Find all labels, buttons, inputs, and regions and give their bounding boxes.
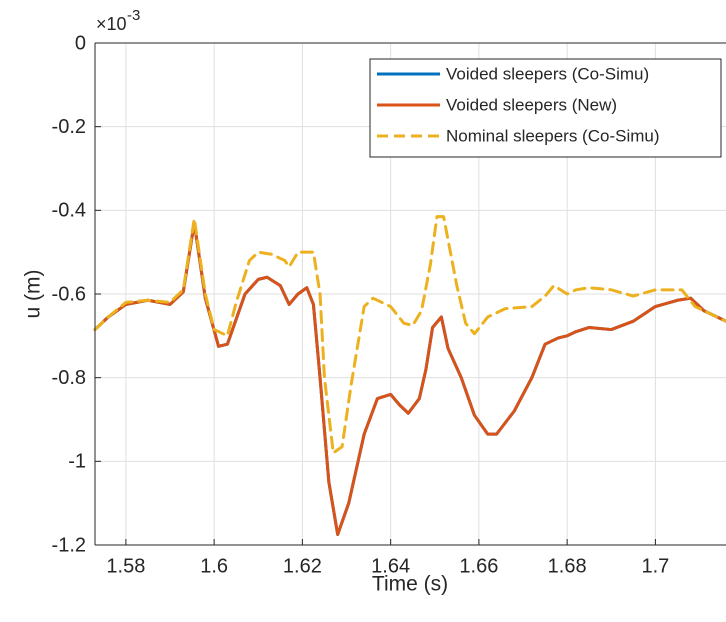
legend-label: Voided sleepers (New) xyxy=(446,95,617,114)
x-tick-label: 1.62 xyxy=(283,555,322,577)
x-tick-label: 1.6 xyxy=(200,555,228,577)
y-axis-label: u (m) xyxy=(22,270,45,319)
x-tick-label: 1.68 xyxy=(548,555,587,577)
y-tick-label: -1.2 xyxy=(52,534,86,556)
y-exponent: ×10 -3 xyxy=(96,7,140,34)
y-exponent-power: -3 xyxy=(127,7,140,24)
legend-entry: Voided sleepers (Co-Simu) xyxy=(377,64,649,83)
y-tick-label: -0.4 xyxy=(52,200,86,222)
series-line-1 xyxy=(93,221,726,537)
x-tick-label: 1.66 xyxy=(459,555,498,577)
y-tick-label: -1 xyxy=(68,451,86,473)
legend-entry: Nominal sleepers (Co-Simu) xyxy=(377,126,660,145)
x-tick-label: 1.7 xyxy=(641,555,669,577)
y-tick-label: 0 xyxy=(75,32,86,54)
series-lines xyxy=(93,215,726,537)
y-exponent-base: ×10 xyxy=(96,14,127,34)
legend-label: Voided sleepers (Co-Simu) xyxy=(446,64,649,83)
legend-entry: Voided sleepers (New) xyxy=(377,95,617,114)
x-axis-label: Time (s) xyxy=(372,573,448,596)
y-tick-label: -0.2 xyxy=(52,116,86,138)
x-tick-labels: 1.58 1.6 1.62 1.64 1.66 1.68 1.7 xyxy=(106,555,669,577)
x-tick-label: 1.64 xyxy=(371,555,410,577)
legend: Voided sleepers (Co-Simu) Voided sleeper… xyxy=(369,58,722,158)
legend-label: Nominal sleepers (Co-Simu) xyxy=(446,126,660,145)
axes xyxy=(94,42,726,546)
x-tick-label: 1.58 xyxy=(106,555,145,577)
y-tick-label: -0.8 xyxy=(52,367,86,389)
series-line-2 xyxy=(93,215,726,455)
y-tick-labels: 0 -0.2 -0.4 -0.6 -0.8 -1 -1.2 xyxy=(52,32,86,556)
y-tick-label: -0.6 xyxy=(52,283,86,305)
